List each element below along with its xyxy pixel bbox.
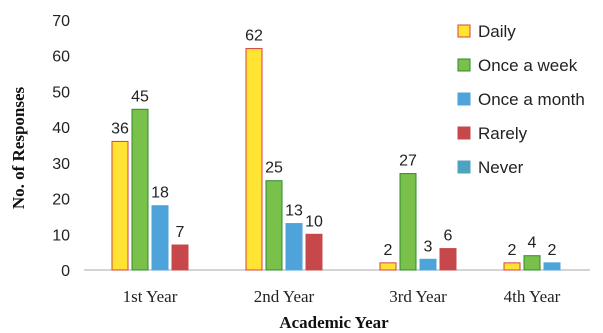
legend-swatch	[457, 24, 471, 38]
x-tick-label: 4th Year	[504, 287, 561, 306]
data-label: 6	[444, 228, 453, 245]
data-label: 25	[265, 160, 283, 177]
x-axis-title: Academic Year	[279, 313, 389, 332]
data-label: 2	[508, 242, 517, 259]
x-tick-label: 2nd Year	[254, 287, 315, 306]
legend-label: Never	[478, 158, 524, 177]
legend-label: Rarely	[478, 124, 528, 143]
bar-once-a-month	[419, 258, 437, 271]
data-label: 2	[384, 242, 393, 259]
legend-label: Once a month	[478, 90, 585, 109]
bar-once-a-week	[523, 255, 541, 271]
data-label: 45	[131, 88, 149, 105]
legend-swatch	[457, 58, 471, 72]
y-tick-label: 30	[52, 156, 70, 173]
bar-daily	[503, 262, 521, 271]
bar-daily	[245, 48, 263, 271]
bar-once-a-week	[399, 173, 417, 271]
data-label: 62	[245, 28, 263, 45]
data-label: 2	[548, 242, 557, 259]
bar-once-a-month	[543, 262, 561, 271]
legend-swatch	[457, 160, 471, 174]
legend-label: Daily	[478, 22, 516, 41]
legend-swatch	[457, 92, 471, 106]
bar-once-a-month	[285, 223, 303, 271]
y-tick-label: 50	[52, 84, 70, 101]
y-tick-label: 70	[52, 13, 70, 30]
legend-label: Once a week	[478, 56, 578, 75]
x-tick-label: 1st Year	[123, 287, 178, 306]
y-tick-label: 60	[52, 49, 70, 66]
bar-daily	[111, 140, 129, 271]
legend-swatch	[457, 126, 471, 140]
legend: Daily Once a week Once a month Rarely Never	[457, 22, 585, 177]
x-axis-categories: 1st Year 2nd Year 3rd Year 4th Year	[123, 287, 561, 306]
bar-rarely	[305, 233, 323, 271]
y-tick-label: 10	[52, 227, 70, 244]
bar-rarely	[439, 248, 457, 271]
data-label: 7	[176, 224, 185, 241]
y-tick-label: 40	[52, 120, 70, 137]
y-axis-title: No. of Responses	[9, 86, 28, 209]
data-label: 10	[305, 213, 323, 230]
data-label: 13	[285, 203, 303, 220]
y-axis-ticks: 0 10 20 30 40 50 60 70	[52, 13, 70, 280]
bar-rarely	[171, 244, 189, 271]
bar-once-a-week	[131, 108, 149, 271]
x-tick-label: 3rd Year	[389, 287, 447, 306]
y-tick-label: 20	[52, 192, 70, 209]
data-label: 27	[399, 153, 417, 170]
bar-once-a-month	[151, 205, 169, 271]
data-label: 36	[111, 120, 129, 137]
data-label: 4	[528, 235, 537, 252]
bar-daily	[379, 262, 397, 271]
y-tick-label: 0	[61, 263, 70, 280]
data-label: 18	[151, 185, 169, 202]
bar-once-a-week	[265, 180, 283, 271]
data-label: 3	[424, 238, 433, 255]
